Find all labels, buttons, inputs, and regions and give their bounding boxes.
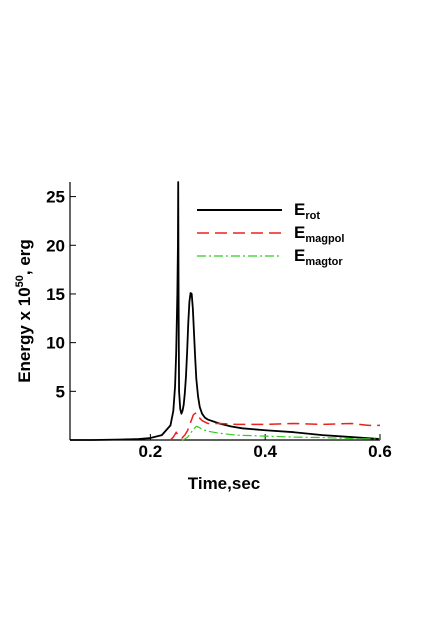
y-tick-label: 25 [46,188,65,207]
y-tick-label: 20 [46,236,65,255]
plot-area [69,182,380,441]
series-line-magtor [181,425,381,441]
series-line-rot [70,181,381,441]
y-axis-title-exponent: 50 [14,275,26,287]
x-tick-label: 0.2 [139,442,163,461]
legend-label-rot: Erot [294,200,320,222]
x-tick-label: 0.6 [368,442,392,461]
series-layer [70,181,381,441]
y-tick-label: 5 [56,382,65,401]
y-tick-label: 15 [46,285,65,304]
y-axis-title-base: Energy x 10 [15,287,34,382]
y-axis-title-unit: , erg [15,239,34,275]
legend: Erot Emagpol Emagtor [197,200,344,268]
axis-ticks: 0.2 0.4 0.6 5 10 15 20 25 [46,188,392,461]
x-axis-title: Time,sec [188,474,260,493]
legend-label-magtor: Emagtor [294,246,343,268]
legend-label-magpol: Emagpol [294,223,344,245]
x-tick-label: 0.4 [253,442,277,461]
y-axis-title: Energy x 1050, erg [14,239,34,383]
y-tick-label: 10 [46,334,65,353]
series-line-magpol [169,411,380,441]
